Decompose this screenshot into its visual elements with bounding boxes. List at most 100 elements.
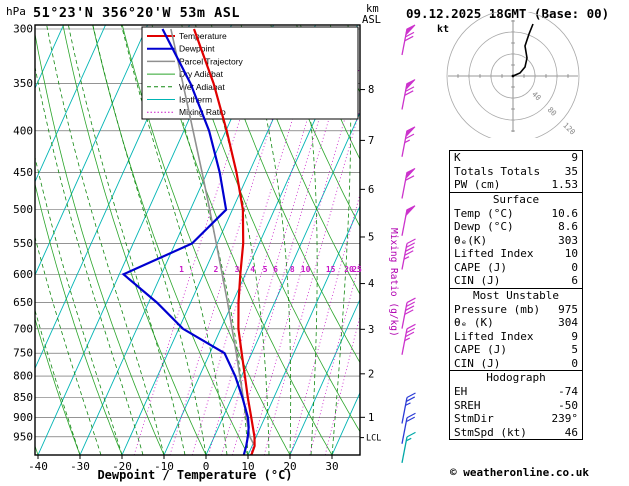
table-row-value: 0	[571, 260, 578, 274]
datetime-title: 09.12.2025 18GMT (Base: 00)	[406, 6, 610, 21]
table-row-label: StmSpd (kt)	[454, 425, 527, 439]
mixing-ratio-value-label: 15	[326, 265, 336, 274]
temperature-tick-label: -10	[154, 460, 174, 473]
table-row-label: Dewp (°C)	[454, 220, 514, 233]
isotherm-line	[247, 205, 360, 455]
hodograph-ring	[490, 53, 536, 99]
table-row-label: Pressure (mb)	[454, 302, 541, 316]
table-section-header: Hodograph	[486, 371, 546, 384]
wind-barb	[401, 412, 416, 444]
hodograph-trace	[512, 23, 534, 77]
table-row: Lifted Index 10	[450, 247, 582, 261]
station-title: 51°23'N 356°20'W 53m ASL	[33, 5, 241, 21]
mixing-ratio-line	[133, 28, 270, 455]
table-row: θₑ(K) 303	[450, 234, 582, 248]
table-row-value: 35	[564, 164, 578, 178]
hodograph-origin-dot	[511, 74, 515, 78]
table-row: StmSpd (kt) 46	[450, 426, 582, 440]
table-row-value: 304	[558, 316, 578, 329]
table-row: Totals Totals 35	[450, 165, 582, 179]
pressure-tick-label: 950	[13, 430, 33, 443]
chart-frame	[34, 24, 361, 456]
pressure-tick-label: 550	[13, 237, 33, 250]
wet-adiabat-line	[35, 235, 102, 455]
pressure-tick-label: 300	[13, 23, 33, 36]
temperature-axis-label: Dewpoint / Temperature (°C)	[97, 468, 293, 482]
wet-adiabat-line	[120, 25, 228, 455]
table-row: Temp (°C) 10.6	[450, 207, 582, 221]
chart-legend: Temperature Dewpoint Parcel Trajectory Dry …	[141, 26, 359, 120]
dry-adiabat-line	[121, 25, 291, 455]
mixing-ratio-value-label: 3	[235, 265, 240, 274]
sounding-curves	[121, 28, 256, 455]
dry-adiabat-line	[62, 25, 207, 455]
table-row-label: CIN (J)	[454, 274, 501, 287]
table-section-header: Surface	[492, 192, 540, 206]
mixing-ratio-value-label: 4	[250, 265, 255, 274]
pressure-tick-label: 800	[13, 370, 33, 383]
hodograph-unit-label: kt	[437, 24, 449, 35]
wind-barb	[401, 297, 416, 329]
table-row: SREH -50	[450, 399, 582, 413]
dry-adiabat-line	[210, 25, 360, 364]
mixing-ratio-line	[290, 192, 360, 455]
wet-adiabat-line	[67, 25, 186, 455]
isotherm-line	[35, 25, 148, 277]
table-row-value: 9	[571, 329, 578, 343]
wet-adiabat-line	[243, 25, 292, 455]
wind-barb	[401, 126, 416, 157]
km-tick-label: 5	[368, 231, 374, 243]
table-row-value: 975	[558, 302, 578, 316]
table-row-label: SREH	[454, 398, 481, 412]
hodograph-ring	[446, 12, 580, 138]
mixing-ratio-line	[263, 108, 360, 455]
table-section: Hodograph EH -74 SREH -50 StmDir 239° StmSpd (k…	[449, 370, 583, 440]
hodograph-ring	[468, 31, 558, 121]
table-row-label: StmDir	[454, 412, 494, 425]
table-row: StmDir 239°	[450, 412, 582, 426]
copyright: © weatheronline.co.uk	[449, 466, 590, 479]
table-row: PW (cm) 1.53	[450, 178, 582, 192]
mixing-ratio-value-label: 6	[273, 265, 278, 274]
temperature-tick-label: 10	[241, 460, 254, 473]
km-tick-label: 3	[368, 324, 374, 336]
mixing-ratio-line	[221, 28, 347, 455]
dry-adiabat-line	[92, 25, 249, 455]
table-row-label: θₑ (K)	[454, 316, 494, 329]
dry-adiabat-line	[240, 25, 360, 296]
table-row-label: CAPE (J)	[454, 260, 507, 274]
temperature-tick-label: -30	[70, 460, 90, 473]
wet-adiabat-line	[92, 25, 207, 455]
table-row-value: 1.53	[551, 178, 579, 191]
indices-table: K 9 Totals Totals 35 PW (cm) 1.53 Surface Temp …	[449, 150, 583, 440]
pressure-tick-label: 700	[13, 322, 33, 335]
legend-label: Dewpoint	[179, 44, 215, 54]
wind-barb	[401, 168, 416, 199]
pressure-tick-label: 350	[13, 77, 33, 90]
pressure-tick-label: 750	[13, 347, 33, 360]
mixing-ratio-value-label: 20	[344, 265, 354, 274]
wet-adiabat-line	[35, 155, 123, 455]
mixing-ratio-value-label: 5	[263, 265, 268, 274]
altitude-axis-km-label: km	[366, 3, 379, 15]
mixing-ratio-line	[249, 65, 360, 455]
table-row: CAPE (J) 5	[450, 343, 582, 357]
dry-adiabat-line	[300, 25, 360, 161]
table-section: K 9 Totals Totals 35 PW (cm) 1.53	[449, 150, 583, 193]
km-tick-label: 7	[368, 135, 374, 147]
table-row-value: 0	[571, 356, 578, 370]
table-row: EH -74	[450, 385, 582, 399]
isotherm-line	[35, 25, 106, 183]
pressure-tick-label: 450	[13, 166, 33, 179]
pressure-tick-label: 400	[13, 124, 33, 137]
table-row-value: 8.6	[558, 220, 578, 233]
pressure-tick-label: 500	[13, 203, 33, 216]
table-section-header: Most Unstable	[472, 288, 560, 302]
wind-barb	[401, 431, 416, 463]
pressure-tick-label: 900	[13, 411, 33, 424]
km-tick-label: 6	[368, 184, 374, 196]
table-row-label: K	[454, 151, 461, 164]
